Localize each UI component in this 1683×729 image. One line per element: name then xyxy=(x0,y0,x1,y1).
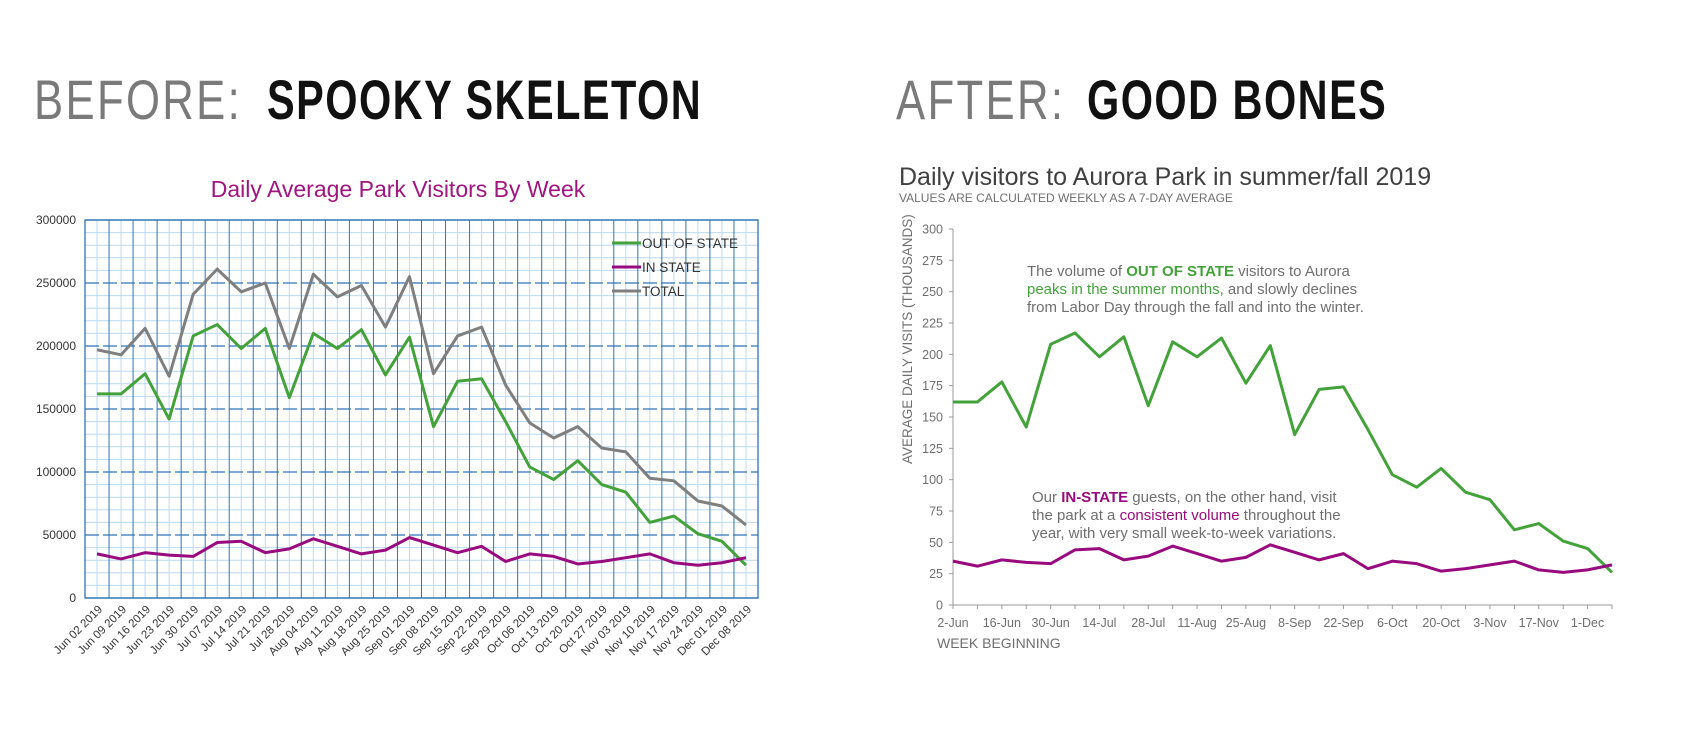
after-y-tick-label: 100 xyxy=(922,473,943,487)
before-y-tick-labels: 0 50000 100000 150000 200000 250000 300000 xyxy=(36,213,76,605)
after-axes xyxy=(949,228,1613,609)
after-x-tick-label: 28-Jul xyxy=(1131,616,1165,630)
after-x-tick-label: 30-Jun xyxy=(1032,616,1070,630)
after-series-lines xyxy=(952,331,1614,574)
before-chart-title: Daily Average Park Visitors By Week xyxy=(211,176,586,202)
after-y-tick-label: 125 xyxy=(922,442,943,456)
after-y-tick-label: 50 xyxy=(929,536,943,550)
after-x-tick-label: 17-Nov xyxy=(1519,616,1560,630)
after-x-tick-label: 1-Dec xyxy=(1571,616,1604,630)
after-x-tick-label: 3-Nov xyxy=(1473,616,1507,630)
after-x-tick-label: 2-Jun xyxy=(937,616,968,630)
after-y-tick-label: 75 xyxy=(929,505,943,519)
after-y-tick-label: 175 xyxy=(922,379,943,393)
after-heading-main: GOOD BONES xyxy=(1087,68,1388,131)
after-y-tick-label: 0 xyxy=(936,599,943,613)
before-series-line xyxy=(96,267,747,527)
before-y-tick-label: 300000 xyxy=(36,213,76,227)
after-y-tick-label: 25 xyxy=(929,567,943,581)
annotation-in-state: Our IN-STATE guests, on the other hand, … xyxy=(1032,489,1345,542)
after-x-tick-labels: 2-Jun 16-Jun 30-Jun 14-Jul 28-Jul 11-Aug 25-Au… xyxy=(937,616,1604,630)
after-x-tick-label: 11-Aug xyxy=(1177,616,1216,630)
after-heading-prefix: AFTER: xyxy=(896,68,1066,131)
after-y-tick-label: 150 xyxy=(922,411,943,425)
after-y-tick-label: 275 xyxy=(922,254,943,268)
before-heading: BEFORE: SPOOKY SKELETON xyxy=(34,62,855,132)
after-chart-title: Daily visitors to Aurora Park in summer/… xyxy=(899,163,1431,191)
before-y-tick-label: 250000 xyxy=(36,276,76,290)
before-legend-label: OUT OF STATE xyxy=(642,236,738,251)
before-y-tick-label: 150000 xyxy=(36,402,76,416)
after-x-tick-label: 25-Aug xyxy=(1226,616,1266,630)
after-series-line xyxy=(952,543,1613,574)
after-y-axis-label: AVERAGE DAILY VISITS (THOUSANDS) xyxy=(900,214,915,464)
after-x-tick-label: 22-Sep xyxy=(1323,616,1363,630)
before-y-tick-label: 0 xyxy=(69,591,76,605)
after-y-tick-label: 200 xyxy=(922,348,943,362)
before-legend-label: TOTAL xyxy=(642,284,685,299)
after-y-tick-label: 250 xyxy=(922,285,943,299)
before-y-tick-label: 200000 xyxy=(36,339,76,353)
after-x-axis-label: WEEK BEGINNING xyxy=(937,635,1061,651)
before-gridlines xyxy=(84,219,759,599)
before-plot-border xyxy=(84,219,759,599)
after-x-tick-label: 6-Oct xyxy=(1377,616,1408,630)
after-x-tick-label: 8-Sep xyxy=(1278,616,1311,630)
before-y-tick-label: 50000 xyxy=(43,528,77,542)
before-series-line xyxy=(96,536,747,567)
after-x-tick-label: 20-Oct xyxy=(1422,616,1460,630)
after-x-tick-label: 16-Jun xyxy=(983,616,1021,630)
after-y-tick-labels: 0 25 50 75 100 125 150 175 200 225 250 275 300 xyxy=(922,223,943,613)
after-y-tick-label: 300 xyxy=(922,223,943,237)
before-y-tick-label: 100000 xyxy=(36,465,76,479)
after-chart-subtitle: VALUES ARE CALCULATED WEEKLY AS A 7-DAY … xyxy=(899,191,1233,205)
after-series-line xyxy=(953,331,1614,574)
after-y-tick-label: 225 xyxy=(922,317,943,331)
before-heading-prefix: BEFORE: xyxy=(34,68,243,131)
before-legend: OUT OF STATE IN STATE TOTAL xyxy=(612,236,738,299)
before-legend-label: IN STATE xyxy=(642,260,701,275)
before-heading-main: SPOOKY SKELETON xyxy=(266,68,702,131)
after-heading: AFTER: GOOD BONES xyxy=(896,62,1493,132)
before-series-line xyxy=(97,323,748,567)
before-series-lines xyxy=(96,267,748,567)
after-x-tick-label: 14-Jul xyxy=(1082,616,1116,630)
annotation-out-of-state: The volume of OUT OF STATE visitors to A… xyxy=(1027,263,1364,316)
